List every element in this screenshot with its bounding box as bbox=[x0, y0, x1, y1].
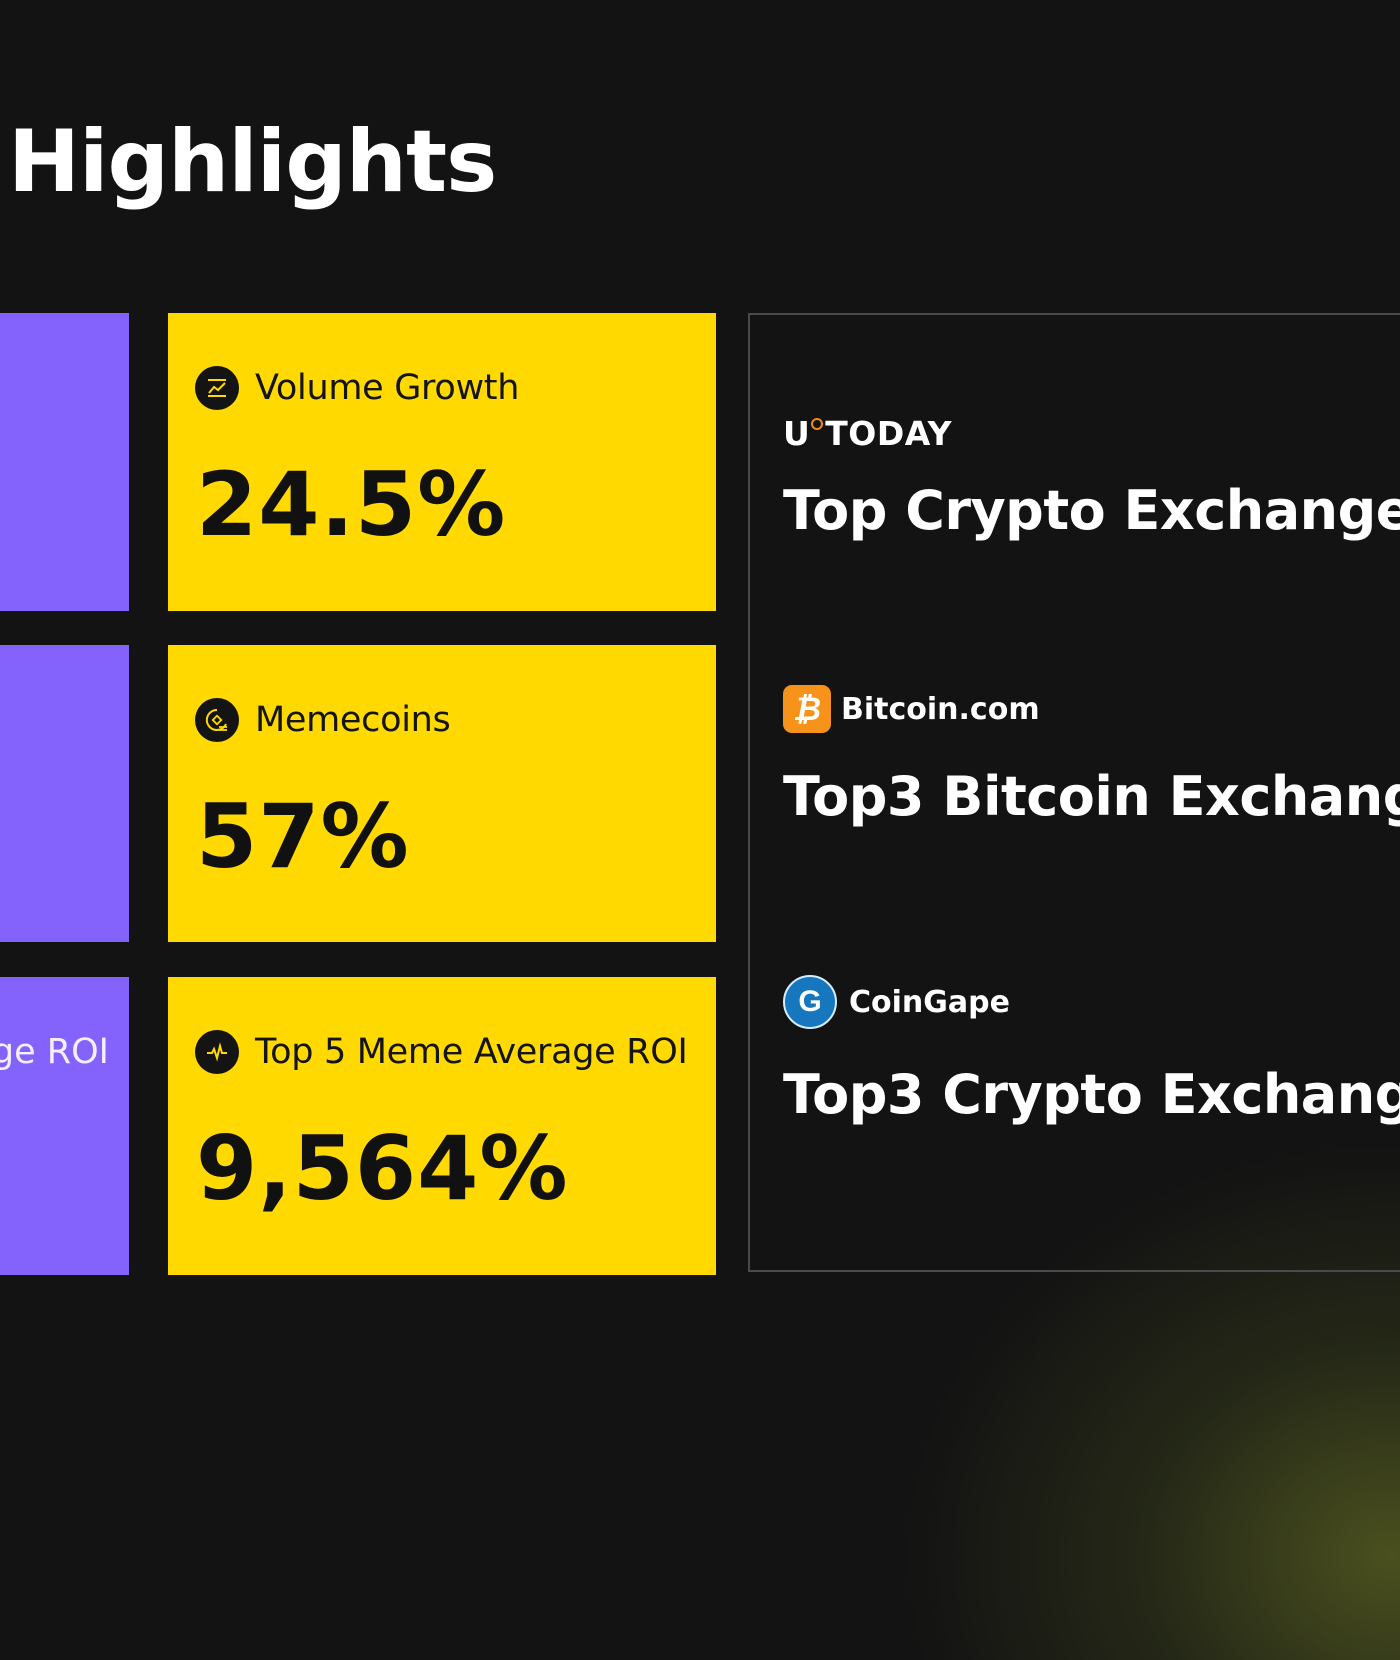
pulse-icon bbox=[195, 1030, 239, 1074]
utoday-ring-icon bbox=[811, 417, 824, 430]
utoday-logo-prefix: U bbox=[783, 413, 811, 453]
utoday-logo-suffix: TODAY bbox=[825, 413, 953, 453]
purple-card-label: ge ROI bbox=[0, 1032, 109, 1072]
press-source-name: Bitcoin.com bbox=[841, 691, 1040, 727]
press-item-bitcoin-com[interactable]: ₿ Bitcoin.com Top3 Bitcoin Exchange bbox=[783, 681, 1400, 828]
purple-stat-card-3: ge ROI bbox=[0, 977, 129, 1275]
stat-value: 9,564% bbox=[196, 1117, 569, 1220]
press-headline: Top3 Crypto Exchange bbox=[783, 1063, 1400, 1126]
stat-value: 57% bbox=[196, 785, 410, 888]
press-mentions-panel: U TODAY Top Crypto Exchange in ₿ Bitcoin.… bbox=[748, 313, 1400, 1272]
stat-label: Volume Growth bbox=[255, 368, 520, 408]
purple-stat-card-1 bbox=[0, 313, 129, 611]
coingape-logo-icon: G bbox=[783, 975, 837, 1029]
bitcoin-com-logo-icon: ₿ bbox=[783, 685, 831, 733]
chart-growth-icon bbox=[195, 366, 239, 410]
press-item-coingape[interactable]: G CoinGape Top3 Crypto Exchange bbox=[783, 971, 1400, 1126]
press-item-utoday[interactable]: U TODAY Top Crypto Exchange in bbox=[783, 405, 1400, 543]
stat-card-meme-roi: Top 5 Meme Average ROI 9,564% bbox=[168, 977, 716, 1275]
press-source-name: CoinGape bbox=[849, 984, 1010, 1020]
stat-card-memecoins: Memecoins 57% bbox=[168, 645, 716, 942]
stat-label: Memecoins bbox=[255, 700, 451, 740]
stat-card-volume-growth: Volume Growth 24.5% bbox=[168, 313, 716, 611]
stat-value: 24.5% bbox=[196, 453, 507, 556]
stat-label: Top 5 Meme Average ROI bbox=[255, 1032, 688, 1072]
press-headline: Top3 Bitcoin Exchange bbox=[783, 765, 1400, 828]
purple-stat-card-2 bbox=[0, 645, 129, 942]
page-title: Highlights bbox=[8, 112, 497, 212]
press-headline: Top Crypto Exchange in bbox=[783, 479, 1400, 542]
utoday-logo: U TODAY bbox=[783, 405, 1400, 461]
memecoin-icon bbox=[195, 698, 239, 742]
